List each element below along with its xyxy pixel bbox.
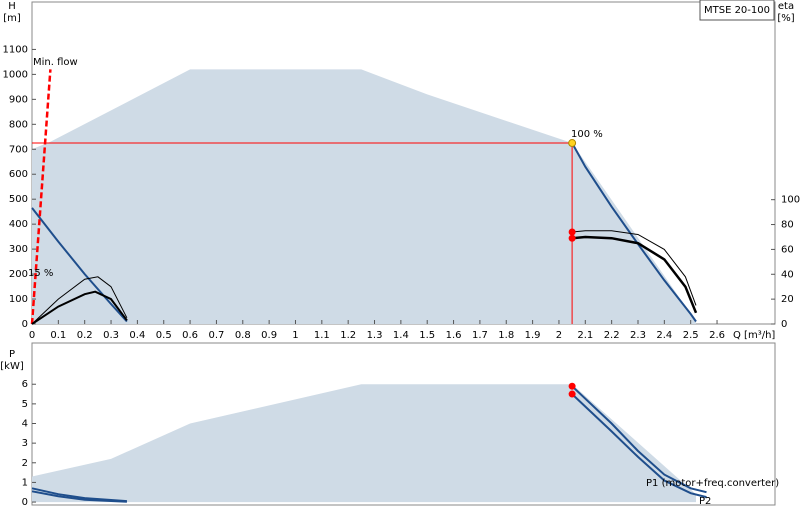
curve <box>31 487 127 503</box>
x-tick-label: 1.1 <box>314 330 330 341</box>
y-tick-label: 1100 <box>3 44 28 55</box>
operating-point <box>568 139 577 148</box>
x-tick-label: 1.7 <box>472 330 488 341</box>
x-tick-label: 2.4 <box>656 330 672 341</box>
x-tick-label: 1.5 <box>419 330 435 341</box>
y2-axis-label: eta <box>778 1 794 12</box>
title-box <box>699 0 775 21</box>
y-tick-label: 200 <box>9 269 28 280</box>
y-tick-label: 300 <box>9 244 28 255</box>
x-tick-label: 0.5 <box>156 330 172 341</box>
x-tick-label: 1.2 <box>340 330 356 341</box>
annotation: 15 % <box>28 268 53 279</box>
y-axis-unit: [kW] <box>0 361 24 372</box>
y-tick-label: 0 <box>22 319 28 330</box>
y2-tick-label: 20 <box>781 294 794 305</box>
x-tick-label: 0.3 <box>103 330 119 341</box>
y-tick-label: 700 <box>9 144 28 155</box>
y-tick-label: 600 <box>9 169 28 180</box>
y-tick-label: 0 <box>22 497 28 508</box>
x-tick-label: 0.6 <box>182 330 198 341</box>
curve <box>571 235 698 314</box>
operating-area <box>32 69 696 325</box>
x-tick-label: 2.1 <box>577 330 593 341</box>
x-tick-label: 2.2 <box>604 330 620 341</box>
operating-point <box>568 228 576 236</box>
x-tick-label: 1.4 <box>393 330 409 341</box>
annotation: 100 % <box>571 129 603 140</box>
y-tick-label: 100 <box>9 294 28 305</box>
operating-point <box>568 390 576 398</box>
curve <box>571 393 707 499</box>
x-tick-label: 2.3 <box>630 330 646 341</box>
curve <box>31 276 128 325</box>
y-tick-label: 5 <box>22 399 28 410</box>
x-tick-label: 0.9 <box>261 330 277 341</box>
x-tick-label: 2.6 <box>709 330 725 341</box>
curve <box>571 385 707 494</box>
y-tick-label: 3 <box>22 438 28 449</box>
annotation: P2 <box>699 496 711 507</box>
x-tick-label: 0.1 <box>50 330 66 341</box>
operating-area <box>32 384 696 503</box>
y-tick-label: 500 <box>9 194 28 205</box>
y2-axis-unit: [%] <box>777 13 794 24</box>
y-tick-label: 400 <box>9 219 28 230</box>
y-axis-label: H <box>8 1 16 12</box>
y-axis-unit: [m] <box>3 13 21 24</box>
y2-tick-label: 40 <box>781 269 794 280</box>
y-tick-label: 1 <box>22 477 28 488</box>
x-axis-label: Q [m³/h] <box>733 330 775 341</box>
x-tick-label: 1 <box>292 330 298 341</box>
x-tick-label: 2 <box>556 330 562 341</box>
chart-title: MTSE 20-100 <box>704 5 770 16</box>
curve <box>30 69 52 325</box>
operating-point <box>568 234 576 242</box>
curve <box>31 207 128 323</box>
x-tick-label: 0.2 <box>77 330 93 341</box>
y2-tick-label: 60 <box>781 244 794 255</box>
y-tick-label: 800 <box>9 119 28 130</box>
y2-tick-label: 100 <box>781 195 800 206</box>
x-tick-label: 1.9 <box>525 330 541 341</box>
curve <box>572 230 697 306</box>
curve <box>31 290 128 325</box>
y-tick-label: 4 <box>22 419 28 430</box>
y-axis-label: P <box>9 349 15 360</box>
y2-tick-label: 80 <box>781 220 794 231</box>
x-tick-label: 0.4 <box>129 330 145 341</box>
x-tick-label: 1.3 <box>367 330 383 341</box>
y2-tick-label: 0 <box>781 319 787 330</box>
x-tick-label: 0.7 <box>208 330 224 341</box>
x-tick-label: 2.5 <box>683 330 699 341</box>
curve <box>31 490 127 503</box>
x-tick-label: 0 <box>29 330 35 341</box>
y-tick-label: 2 <box>22 458 28 469</box>
y-tick-label: 900 <box>9 94 28 105</box>
x-tick-label: 1.6 <box>446 330 462 341</box>
operating-point <box>568 382 576 390</box>
annotation: P1 (motor+freq.converter) <box>646 478 779 489</box>
x-tick-label: 1.8 <box>498 330 514 341</box>
y-tick-label: 1000 <box>3 69 28 80</box>
x-tick-label: 0.8 <box>235 330 251 341</box>
annotation: Min. flow <box>33 57 78 68</box>
y-tick-label: 6 <box>22 379 28 390</box>
